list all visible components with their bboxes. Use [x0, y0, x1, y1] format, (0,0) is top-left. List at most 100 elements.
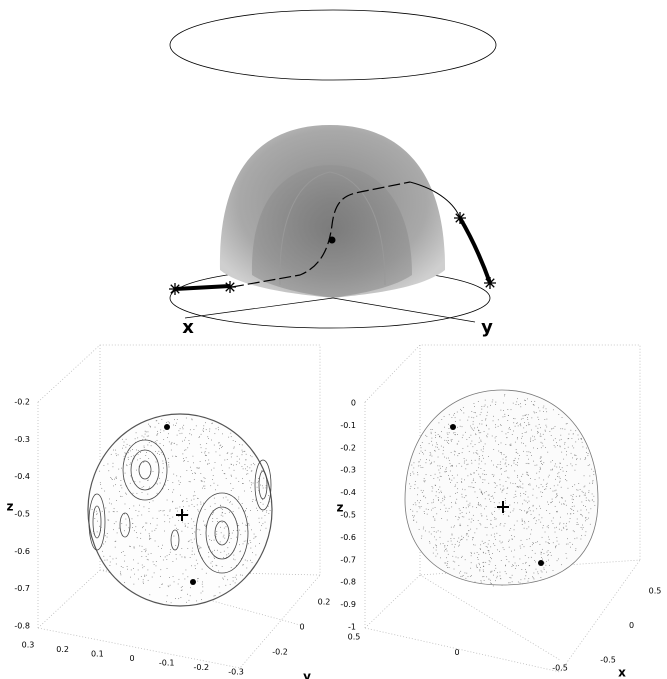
dot: [156, 492, 158, 494]
dot: [189, 595, 191, 597]
dot: [128, 452, 129, 454]
dot: [466, 539, 468, 541]
dot: [456, 474, 458, 476]
dot: [520, 579, 522, 581]
dot: [564, 443, 566, 445]
dot: [501, 430, 503, 432]
dot: [517, 475, 518, 476]
dot: [205, 448, 207, 450]
dot: [567, 446, 569, 448]
dot: [212, 520, 214, 522]
dot: [204, 454, 206, 456]
dot: [167, 585, 169, 587]
dot: [155, 565, 157, 567]
dot: [137, 515, 139, 517]
dot: [508, 515, 510, 517]
dot: [162, 559, 164, 561]
dot: [185, 569, 187, 571]
dot: [168, 422, 170, 424]
dot: [593, 474, 595, 476]
dot: [488, 456, 489, 457]
dot: [225, 526, 227, 528]
dot: [503, 549, 505, 551]
dot: [551, 520, 553, 522]
dot: [422, 528, 424, 530]
dot: [532, 510, 534, 512]
dot: [462, 448, 464, 449]
dot: [155, 420, 157, 422]
dot: [179, 482, 181, 483]
dot: [547, 503, 549, 505]
dot: [442, 497, 444, 499]
dot: [434, 473, 436, 475]
dot: [105, 541, 106, 543]
dot: [224, 513, 226, 514]
dot: [238, 507, 240, 509]
dot: [516, 438, 518, 440]
dot: [192, 547, 194, 549]
dot: [425, 508, 427, 510]
dot: [581, 535, 583, 537]
dot: [485, 552, 487, 554]
dot: [523, 546, 525, 548]
dot: [470, 486, 472, 488]
dot: [458, 565, 460, 566]
dot: [147, 579, 149, 581]
dot: [454, 434, 456, 436]
dot: [558, 528, 560, 530]
dot: [477, 504, 479, 506]
dot: [509, 444, 511, 446]
dot: [461, 516, 463, 518]
dot: [118, 527, 120, 529]
dot: [520, 495, 522, 497]
dot: [210, 562, 212, 564]
dot: [572, 494, 574, 496]
dot: [166, 601, 167, 603]
dot: [493, 482, 495, 484]
dot: [196, 467, 198, 469]
dot: [563, 503, 565, 504]
dot: [487, 494, 489, 496]
dot: [554, 463, 556, 465]
dot: [543, 479, 545, 481]
dot: [245, 468, 246, 470]
dot: [459, 572, 460, 574]
dot: [586, 518, 588, 520]
dot: [581, 501, 583, 503]
dot: [531, 401, 532, 403]
dot: [536, 464, 538, 466]
tick-label: -0.2: [194, 663, 210, 672]
dot: [212, 551, 214, 553]
dot: [482, 492, 484, 494]
dot: [501, 473, 502, 475]
dot: [252, 462, 254, 464]
dot: [214, 558, 215, 559]
dot: [559, 523, 560, 525]
dot: [520, 403, 521, 405]
dot: [230, 456, 232, 458]
star: [484, 277, 496, 289]
dot: [230, 501, 231, 503]
dot: [448, 443, 450, 444]
dot: [479, 504, 481, 506]
dot: [226, 453, 228, 454]
dot: [427, 509, 429, 510]
dot: [446, 457, 448, 459]
dot: [225, 478, 227, 479]
dot: [492, 399, 494, 401]
dot: [478, 459, 480, 461]
dot: [486, 425, 487, 427]
dot: [443, 498, 445, 500]
dot: [505, 564, 506, 566]
dot: [409, 483, 410, 485]
dot: [213, 482, 215, 484]
dot: [121, 438, 123, 440]
dot: [412, 510, 414, 512]
dot: [520, 481, 522, 482]
dot: [220, 551, 222, 553]
dot: [484, 443, 486, 445]
dot: [198, 437, 200, 439]
dot: [494, 536, 496, 538]
dot: [220, 505, 222, 507]
dot: [222, 577, 224, 579]
